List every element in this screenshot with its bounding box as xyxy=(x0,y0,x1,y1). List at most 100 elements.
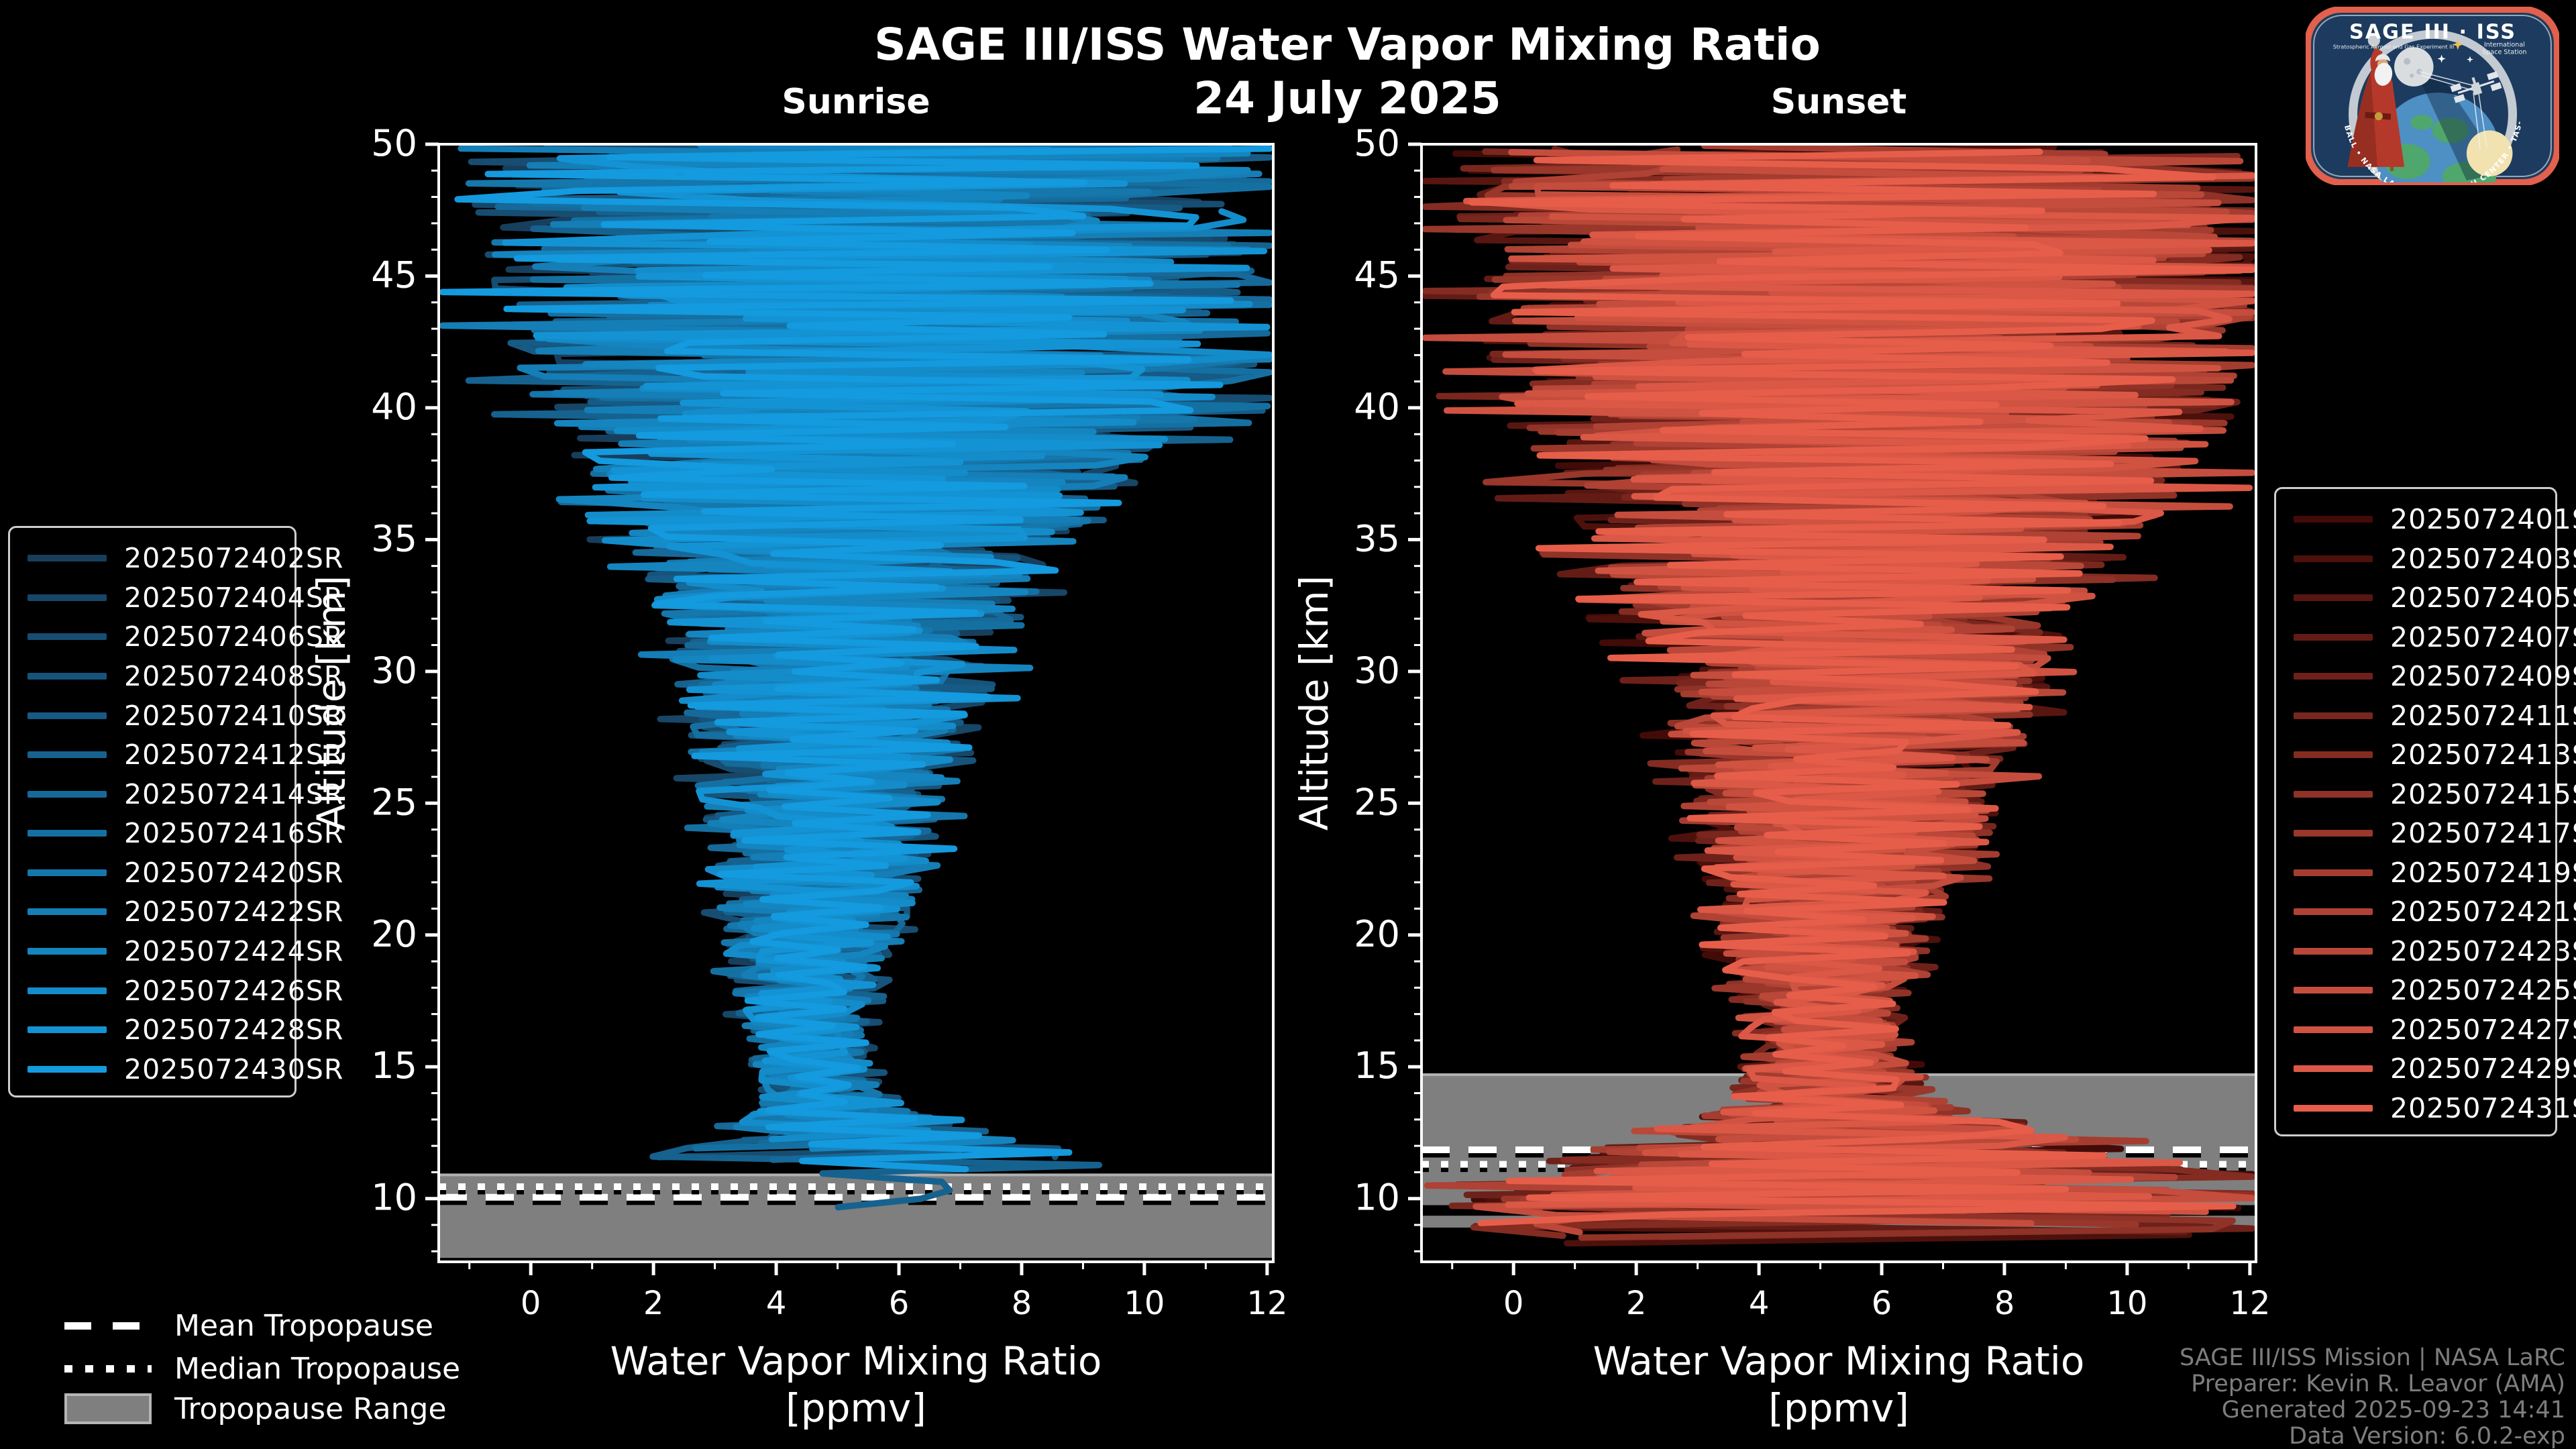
patch-moon-icon xyxy=(2394,47,2434,87)
patch-subtitle-left: Stratospheric Aerosol and Gas Experiment… xyxy=(2333,44,2455,50)
median-tropopause-legend-item: Median Tropopause xyxy=(64,1350,460,1387)
y-tick-label: 40 xyxy=(371,386,417,428)
legend-event-label: 2025072413SS xyxy=(2390,739,2576,771)
legend-event-label: 2025072401SS xyxy=(2390,503,2576,536)
legend-event-label: 2025072420SR xyxy=(124,856,344,889)
legend-line-swatch-icon xyxy=(2294,947,2373,955)
patch-subtitle-right-2: Space Station xyxy=(2482,49,2526,56)
figure-title: SAGE III/ISS Water Vapor Mixing Ratio xyxy=(874,19,1821,70)
footer-preparer-line: Preparer: Kevin R. Leavor (AMA) xyxy=(2191,1371,2565,1397)
x-tick-label: 4 xyxy=(766,1285,787,1322)
legend-event-label: 2025072410SR xyxy=(124,699,344,732)
y-tick-label: 20 xyxy=(371,913,417,955)
legend-event-label: 2025072403SS xyxy=(2390,542,2576,575)
legend-item: 2025072415SS xyxy=(2294,775,2576,814)
x-tick-label: 10 xyxy=(2106,1285,2147,1322)
mean-tropopause-legend-item: Mean Tropopause xyxy=(64,1307,433,1344)
legend-event-label: 2025072427SS xyxy=(2390,1013,2576,1046)
y-tick-label: 35 xyxy=(1354,517,1400,559)
x-tick-label: 10 xyxy=(1124,1285,1165,1322)
y-tick-label: 45 xyxy=(371,254,417,296)
patch-figure xyxy=(2347,34,2405,172)
x-axis-label-line1: Water Vapor Mixing Ratio xyxy=(610,1338,1102,1384)
legend-item: 2025072404SR xyxy=(28,578,343,618)
legend-event-label: 2025072404SR xyxy=(124,581,344,614)
legend-line-swatch-icon xyxy=(2294,869,2373,876)
x-tick-label: 8 xyxy=(1994,1285,2015,1322)
mean-tropopause-swatch-icon xyxy=(64,1322,152,1330)
footer-generated-line: Generated 2025-09-23 14:41 xyxy=(2221,1397,2565,1424)
legend-line-swatch-icon xyxy=(28,987,107,994)
legend-line-swatch-icon xyxy=(2294,751,2373,759)
y-tick-label: 25 xyxy=(1354,781,1400,823)
legend-item: 2025072421SS xyxy=(2294,892,2576,932)
legend-event-label: 2025072421SS xyxy=(2390,896,2576,928)
legend-line-swatch-icon xyxy=(2294,712,2373,719)
patch-title: SAGE III · ISS xyxy=(2349,20,2516,44)
legend-event-label: 2025072406SR xyxy=(124,621,344,653)
legend-event-label: 2025072414SR xyxy=(124,777,344,810)
legend-item: 2025072427SS xyxy=(2294,1010,2576,1050)
legend-line-swatch-icon xyxy=(2294,516,2373,523)
legend-item: 2025072420SR xyxy=(28,853,343,893)
legend-item: 2025072402SR xyxy=(28,539,343,578)
x-tick-label: 4 xyxy=(1749,1285,1770,1322)
legend-event-label: 2025072405SS xyxy=(2390,582,2576,614)
legend-line-swatch-icon xyxy=(28,948,107,955)
y-tick-label: 30 xyxy=(1354,649,1400,692)
x-tick-label: 0 xyxy=(521,1285,541,1322)
y-tick-label: 50 xyxy=(1354,122,1400,164)
x-tick-label: 12 xyxy=(1246,1285,1287,1322)
legend-line-swatch-icon xyxy=(2294,1065,2373,1073)
patch-iss-icon xyxy=(2450,71,2502,103)
legend-event-label: 2025072415SS xyxy=(2390,777,2576,810)
y-axis-label: Altitude [km] xyxy=(1291,576,1337,830)
legend-event-label: 2025072412SR xyxy=(124,739,344,771)
y-tick-label: 15 xyxy=(1354,1044,1400,1087)
sunset-subtitle: Sunset xyxy=(1770,82,1907,122)
legend-item: 2025072413SS xyxy=(2294,735,2576,775)
y-tick-label: 10 xyxy=(1354,1177,1400,1219)
legend-line-swatch-icon xyxy=(28,673,107,680)
panel-sunrise: 0 2 4 6 8 10 12 10 15 20 25 30 35 40 45 50 Water Vapor M… xyxy=(309,122,1287,1431)
legend-line-swatch-icon xyxy=(28,830,107,837)
sunset-event-legend: 2025072401SS 2025072403SS 2025072405SS 2025… xyxy=(2274,487,2576,1136)
x-tick-label: 2 xyxy=(1626,1285,1647,1322)
x-tick-label: 6 xyxy=(889,1285,910,1322)
legend-item: 2025072403SS xyxy=(2294,539,2576,579)
profile-line-2025072431SS xyxy=(1468,148,2256,1226)
legend-event-label: 2025072408SR xyxy=(124,660,344,693)
legend-event-label: 2025072425SS xyxy=(2390,974,2576,1007)
patch-sun-icon xyxy=(2466,130,2513,176)
legend-line-swatch-icon xyxy=(28,633,107,641)
legend-line-swatch-icon xyxy=(2294,633,2373,641)
plot-frame xyxy=(1420,143,2257,1263)
legend-line-swatch-icon xyxy=(28,594,107,601)
x-tick-label: 6 xyxy=(1872,1285,1892,1322)
legend-line-swatch-icon xyxy=(2294,987,2373,994)
legend-line-swatch-icon xyxy=(28,1065,107,1073)
sunrise-subtitle: Sunrise xyxy=(782,82,930,122)
legend-event-label: 2025072429SS xyxy=(2390,1053,2576,1085)
legend-line-swatch-icon xyxy=(2294,1104,2373,1112)
median-tropopause-label: Median Tropopause xyxy=(174,1351,461,1386)
legend-item: 2025072428SR xyxy=(28,1010,343,1050)
profile-line-2025072405SS xyxy=(1421,152,2256,1222)
legend-event-label: 2025072416SR xyxy=(124,817,344,850)
legend-item: 2025072405SS xyxy=(2294,578,2576,618)
legend-item: 2025072425SS xyxy=(2294,971,2576,1010)
legend-line-swatch-icon xyxy=(28,790,107,798)
y-tick-label: 35 xyxy=(371,517,417,559)
legend-event-label: 2025072431SS xyxy=(2390,1091,2576,1124)
x-axis-label-line1: Water Vapor Mixing Ratio xyxy=(1593,1338,2085,1384)
legend-item: 2025072424SR xyxy=(28,932,343,971)
x-tick-label: 8 xyxy=(1012,1285,1032,1322)
legend-item: 2025072411SS xyxy=(2294,696,2576,736)
legend-event-label: 2025072430SR xyxy=(124,1053,344,1085)
profile-line-2025072430SR xyxy=(439,145,1273,1173)
plot-frame xyxy=(437,143,1275,1263)
patch-subtitle-right-1: International xyxy=(2484,41,2525,48)
median-tropopause-swatch-icon xyxy=(64,1364,152,1373)
y-tick-label: 15 xyxy=(371,1044,417,1087)
legend-line-swatch-icon xyxy=(2294,830,2373,837)
